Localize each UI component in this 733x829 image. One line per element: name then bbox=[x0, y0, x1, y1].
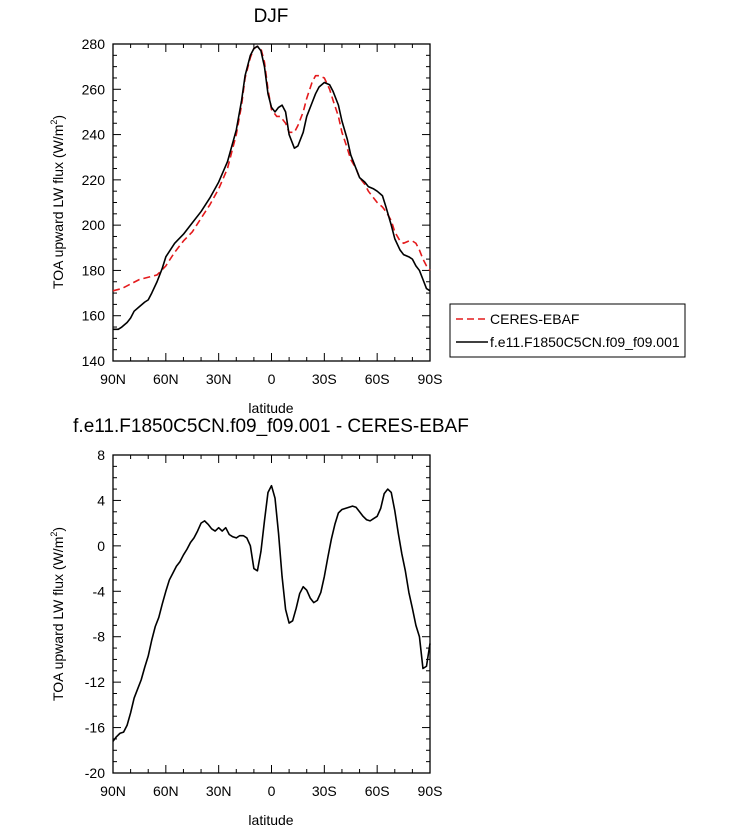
top-x-axis-label: latitude bbox=[248, 400, 293, 416]
legend: CERES-EBAF f.e11.F1850C5CN.f09_f09.001 bbox=[449, 303, 686, 358]
y-tick-label: 8 bbox=[97, 447, 105, 463]
y-tick-label: 180 bbox=[82, 262, 106, 278]
top-y-axis-label-sup: 2 bbox=[49, 120, 59, 125]
y-tick-label: 140 bbox=[82, 353, 106, 369]
y-tick-label: 280 bbox=[82, 36, 106, 52]
top-y-axis-label-close: ) bbox=[50, 115, 66, 120]
y-tick-label: 4 bbox=[97, 492, 105, 508]
y-tick-label: 240 bbox=[82, 127, 106, 143]
x-tick-label: 0 bbox=[268, 371, 276, 387]
y-tick-label: -16 bbox=[85, 720, 105, 736]
bottom-y-axis-label-close: ) bbox=[50, 527, 66, 532]
bottom-chart-title: f.e11.F1850C5CN.f09_f09.001 - CERES-EBAF bbox=[73, 416, 469, 437]
x-tick-label: 90S bbox=[418, 783, 443, 799]
legend-entry-model: f.e11.F1850C5CN.f09_f09.001 bbox=[490, 334, 680, 350]
x-tick-label: 90N bbox=[100, 371, 126, 387]
x-tick-label: 90S bbox=[418, 371, 443, 387]
x-tick-label: 30S bbox=[312, 371, 337, 387]
bottom-y-axis-label-main: TOA upward LW flux (W/m bbox=[50, 537, 66, 701]
y-tick-label: 160 bbox=[82, 308, 106, 324]
x-tick-label: 60S bbox=[365, 371, 390, 387]
x-tick-label: 60N bbox=[153, 371, 179, 387]
series-line-1-0 bbox=[112, 484, 431, 742]
x-tick-label: 0 bbox=[268, 783, 276, 799]
bottom-y-axis-label: TOA upward LW flux (W/m2) bbox=[49, 527, 66, 701]
x-tick-label: 90N bbox=[100, 783, 126, 799]
x-tick-label: 30N bbox=[206, 783, 232, 799]
x-tick-label: 60N bbox=[153, 783, 179, 799]
bottom-x-axis-label: latitude bbox=[248, 812, 293, 828]
series-line-0-0 bbox=[112, 45, 431, 292]
top-y-axis-label-main: TOA upward LW flux (W/m bbox=[50, 125, 66, 289]
x-tick-label: 30S bbox=[312, 783, 337, 799]
y-tick-label: -4 bbox=[93, 583, 106, 599]
bottom-series-group bbox=[112, 484, 431, 742]
top-plot-frame bbox=[112, 43, 431, 362]
legend-entry-ceres-ebaf: CERES-EBAF bbox=[490, 311, 579, 327]
bottom-axis-ticks: 90N 60N 30N 0 30S 60S 90S -20 -16 -12 -8 -4 0 4 8 bbox=[85, 447, 443, 799]
x-tick-label: 30N bbox=[206, 371, 232, 387]
top-series-group bbox=[112, 45, 431, 331]
top-chart-title: DJF bbox=[254, 6, 289, 27]
y-tick-label: -12 bbox=[85, 674, 105, 690]
bottom-y-axis-label-sup: 2 bbox=[49, 532, 59, 537]
series-line-0-1 bbox=[113, 45, 431, 331]
y-tick-label: 220 bbox=[82, 172, 106, 188]
y-tick-label: 0 bbox=[97, 538, 105, 554]
bottom-panel: f.e11.F1850C5CN.f09_f09.001 - CERES-EBAF… bbox=[49, 416, 469, 828]
top-panel: DJF 90N 60N 30N 0 30S 60S 90S 140 160 180 200 220 24… bbox=[49, 6, 442, 416]
x-tick-label: 60S bbox=[365, 783, 390, 799]
y-tick-label: 200 bbox=[82, 217, 106, 233]
y-tick-label: -8 bbox=[93, 629, 106, 645]
y-tick-label: 260 bbox=[82, 81, 106, 97]
top-y-axis-label: TOA upward LW flux (W/m2) bbox=[49, 115, 66, 289]
legend-box bbox=[449, 303, 686, 358]
top-axis-ticks: 90N 60N 30N 0 30S 60S 90S 140 160 180 200 220 240 260… bbox=[82, 36, 443, 387]
y-tick-label: -20 bbox=[85, 765, 105, 781]
